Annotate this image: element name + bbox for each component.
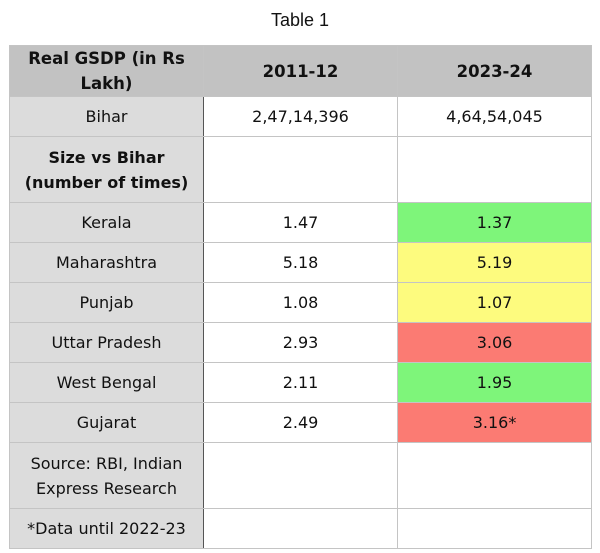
table-row: Maharashtra 5.18 5.19	[9, 242, 592, 283]
value-cell: 1.07	[397, 282, 592, 323]
header-cell: 2011-12	[203, 45, 398, 97]
value-cell: 2,47,14,396	[203, 96, 398, 137]
value-cell: 2.49	[203, 402, 398, 443]
table-row: Bihar 2,47,14,396 4,64,54,045	[9, 96, 592, 137]
row-label-cell: Maharashtra	[9, 242, 204, 283]
row-label-cell: Punjab	[9, 282, 204, 323]
row-label-cell: Source: RBI, Indian Express Research	[9, 442, 204, 509]
value-cell: 1.95	[397, 362, 592, 403]
value-cell: 5.19	[397, 242, 592, 283]
header-row: Real GSDP (in Rs Lakh) 2011-12 2023-24	[9, 45, 592, 97]
table-row: West Bengal 2.11 1.95	[9, 362, 592, 403]
value-cell	[203, 508, 398, 549]
table-row: Gujarat 2.49 3.16*	[9, 402, 592, 443]
value-cell: 1.37	[397, 202, 592, 243]
table-row: Kerala 1.47 1.37	[9, 202, 592, 243]
row-label-cell: Bihar	[9, 96, 204, 137]
header-cell: 2023-24	[397, 45, 592, 97]
table-title: Table 1	[270, 10, 330, 30]
table-row: Punjab 1.08 1.07	[9, 282, 592, 323]
row-label-cell: Kerala	[9, 202, 204, 243]
gsdp-table: Real GSDP (in Rs Lakh) 2011-12 2023-24 B…	[9, 45, 592, 549]
table-row: Uttar Pradesh 2.93 3.06	[9, 322, 592, 363]
value-cell: 1.08	[203, 282, 398, 323]
row-label-cell: West Bengal	[9, 362, 204, 403]
row-label-cell: Uttar Pradesh	[9, 322, 204, 363]
value-cell: 5.18	[203, 242, 398, 283]
header-cell: Real GSDP (in Rs Lakh)	[9, 45, 204, 97]
row-label-cell: Gujarat	[9, 402, 204, 443]
value-cell: 1.47	[203, 202, 398, 243]
value-cell: 2.11	[203, 362, 398, 403]
table-row: *Data until 2022-23	[9, 508, 592, 549]
value-cell	[397, 442, 592, 509]
value-cell: 3.06	[397, 322, 592, 363]
table-row: Source: RBI, Indian Express Research	[9, 442, 592, 509]
row-label-cell: Size vs Bihar (number of times)	[9, 136, 204, 203]
table-row: Size vs Bihar (number of times)	[9, 136, 592, 203]
value-cell	[203, 136, 398, 203]
value-cell	[397, 508, 592, 549]
value-cell: 3.16*	[397, 402, 592, 443]
value-cell: 2.93	[203, 322, 398, 363]
value-cell: 4,64,54,045	[397, 96, 592, 137]
row-label-cell: *Data until 2022-23	[9, 508, 204, 549]
value-cell	[203, 442, 398, 509]
value-cell	[397, 136, 592, 203]
